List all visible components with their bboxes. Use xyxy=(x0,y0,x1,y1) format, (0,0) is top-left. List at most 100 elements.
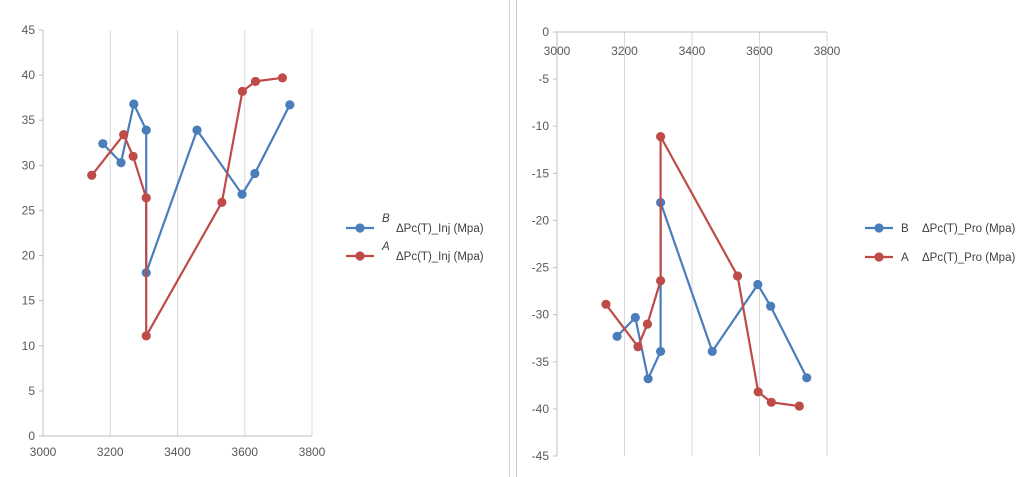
y-tick-label: 45 xyxy=(22,23,36,37)
data-point-a xyxy=(217,197,227,207)
data-point-b xyxy=(753,279,763,290)
data-point-a xyxy=(87,170,97,180)
data-point-b xyxy=(250,168,260,179)
legend: B ΔPc(T)_Pro (Mpa) A ΔPc(T)_Pro (Mpa) xyxy=(865,223,1015,264)
x-tick-labels: 3000 3200 3400 3600 3800 xyxy=(544,44,841,58)
y-tick-label: -40 xyxy=(532,402,550,416)
data-point-a xyxy=(656,131,666,142)
y-tick-label: 30 xyxy=(22,158,36,172)
chart-pro: 0 -5 -10 -15 -20 -25 -30 -35 -40 -45 3000 3200 3400… xyxy=(532,25,1016,463)
series-line-a xyxy=(90,76,283,337)
series-b xyxy=(98,99,295,278)
legend-key-label: B xyxy=(901,223,909,235)
legend-series-name: ΔPc(T)_Pro (Mpa) xyxy=(922,223,1015,235)
legend-marker xyxy=(874,223,884,233)
x-tick-label: 3000 xyxy=(544,44,571,58)
x-tick-label: 3000 xyxy=(30,445,57,459)
axes xyxy=(39,29,312,437)
legend-entry-b: B ΔPc(T)_Pro (Mpa) xyxy=(865,223,1015,235)
data-point-b xyxy=(612,331,622,341)
y-tick-label: 15 xyxy=(22,294,36,308)
data-point-a xyxy=(656,276,666,286)
data-point-a xyxy=(732,271,743,281)
series-b xyxy=(612,197,812,384)
data-point-a xyxy=(119,130,129,140)
legend-marker xyxy=(874,252,884,262)
legend-entry-a: A ΔPc(T)_Pro (Mpa) xyxy=(865,252,1015,264)
y-tick-label: 35 xyxy=(22,113,36,127)
data-point-a xyxy=(237,86,247,96)
y-tick-label: 20 xyxy=(22,249,36,263)
x-tick-label: 3200 xyxy=(97,445,124,459)
legend: B ΔPc(T)_Inj (Mpa) A ΔPc(T)_Inj (Mpa) xyxy=(346,213,484,263)
legend-key-label: B xyxy=(382,213,390,225)
series-a xyxy=(87,73,288,341)
data-point-a xyxy=(753,387,763,397)
x-tick-label: 3200 xyxy=(611,44,638,58)
legend-key-label: A xyxy=(901,252,909,264)
data-point-b xyxy=(643,374,653,384)
legend-entry-a: A ΔPc(T)_Inj (Mpa) xyxy=(346,241,484,263)
y-tick-labels: 0 5 10 15 20 25 30 35 40 45 xyxy=(22,23,36,443)
y-tick-label: 10 xyxy=(22,339,36,353)
data-point-b xyxy=(129,99,139,109)
y-tick-label: -35 xyxy=(532,355,550,369)
y-tick-label: -25 xyxy=(532,261,550,275)
axes xyxy=(553,31,827,457)
data-point-b xyxy=(237,189,247,199)
data-point-a xyxy=(141,193,151,203)
legend-key-label: A xyxy=(381,241,390,253)
x-tick-label: 3400 xyxy=(164,445,191,459)
y-tick-label: 5 xyxy=(28,384,35,398)
x-tick-label: 3800 xyxy=(814,44,841,58)
series-a xyxy=(601,131,804,411)
y-tick-labels: 0 -5 -10 -15 -20 -25 -30 -35 -40 -45 xyxy=(532,25,550,463)
y-tick-label: -5 xyxy=(538,72,549,86)
data-point-a xyxy=(794,401,804,411)
y-tick-label: -30 xyxy=(532,308,550,322)
y-tick-label: -20 xyxy=(532,213,550,227)
y-tick-label: 25 xyxy=(22,203,36,217)
y-tick-label: 40 xyxy=(22,68,36,82)
data-series xyxy=(87,73,295,341)
x-tick-labels: 3000 3200 3400 3600 3800 xyxy=(30,445,326,459)
data-point-b xyxy=(98,139,108,149)
data-point-a xyxy=(128,151,138,161)
data-series xyxy=(601,131,812,411)
data-point-a xyxy=(250,76,261,87)
x-tick-label: 3600 xyxy=(231,445,258,459)
grid-lines xyxy=(556,32,828,456)
data-point-b xyxy=(141,125,151,135)
data-point-b xyxy=(766,301,776,311)
legend-series-name: ΔPc(T)_Inj (Mpa) xyxy=(396,223,484,235)
data-point-a xyxy=(601,299,611,309)
data-point-a xyxy=(633,342,643,352)
data-point-b xyxy=(630,312,640,323)
legend-entry-b: B ΔPc(T)_Inj (Mpa) xyxy=(346,213,484,235)
y-tick-label: -10 xyxy=(532,119,550,133)
grid-lines xyxy=(42,30,313,436)
legend-marker xyxy=(355,251,365,261)
data-point-b xyxy=(192,125,202,135)
legend-marker xyxy=(355,223,365,233)
x-tick-label: 3600 xyxy=(746,44,773,58)
y-tick-label: 0 xyxy=(542,25,549,39)
y-tick-label: -45 xyxy=(532,449,550,463)
y-tick-label: 0 xyxy=(28,429,35,443)
data-point-b xyxy=(285,100,295,110)
data-point-a xyxy=(766,397,776,407)
data-point-a xyxy=(141,331,151,341)
legend-series-name: ΔPc(T)_Pro (Mpa) xyxy=(922,252,1015,264)
series-line-a xyxy=(605,135,800,408)
data-point-a xyxy=(642,319,653,329)
data-point-b xyxy=(116,158,126,168)
data-point-b xyxy=(707,346,717,357)
y-tick-label: -15 xyxy=(532,166,550,180)
x-tick-label: 3800 xyxy=(299,445,326,459)
left-chart-panel: 0 5 10 15 20 25 30 35 40 45 3000 3200 3400 3600 3800 … xyxy=(0,0,510,477)
data-point-b xyxy=(802,373,812,383)
data-point-a xyxy=(277,73,288,83)
data-point-b xyxy=(656,346,666,357)
legend-series-name: ΔPc(T)_Inj (Mpa) xyxy=(396,251,484,263)
